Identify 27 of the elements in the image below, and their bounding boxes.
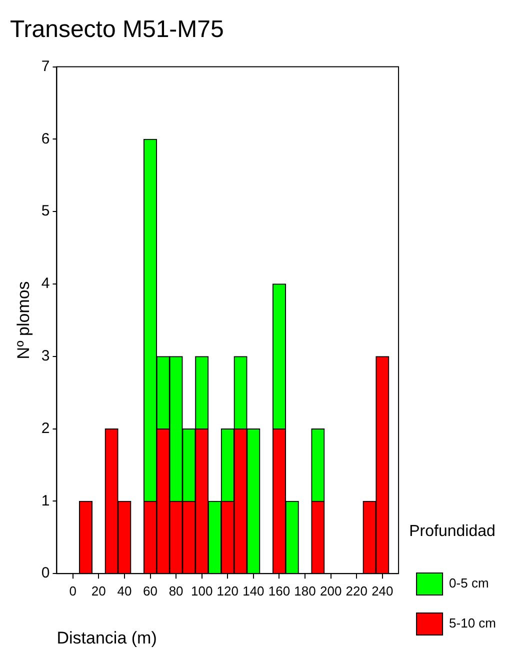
x-tick-label: 200: [320, 584, 342, 599]
x-tick-label: 240: [372, 584, 394, 599]
y-tick-label: 4: [41, 275, 50, 292]
y-tick-label: 3: [41, 348, 50, 365]
y-tick-label: 0: [41, 564, 50, 582]
legend-label: 5-10 cm: [449, 616, 496, 631]
legend-title: Profundidad: [409, 523, 496, 540]
y-tick-label: 1: [41, 492, 50, 510]
x-tick-label: 140: [242, 584, 264, 599]
y-tick-label: 5: [41, 202, 50, 220]
chart-title: Transecto M51-M75: [10, 16, 224, 44]
y-tick-label: 6: [41, 130, 50, 148]
x-tick-label: 40: [117, 584, 132, 599]
x-tick-label: 80: [168, 584, 184, 599]
x-tick-label: 180: [294, 584, 316, 599]
x-tick-label: 120: [216, 584, 238, 599]
y-axis-title: Nº plomos: [14, 281, 33, 360]
x-tick-label: 220: [346, 584, 368, 599]
x-axis-title: Distancia (m): [56, 628, 157, 648]
y-tick-label: 2: [41, 420, 50, 437]
x-tick-label: 160: [268, 584, 290, 599]
x-tick-label: 60: [143, 584, 158, 599]
legend-label: 0-5 cm: [449, 576, 489, 591]
y-tick-label: 7: [41, 58, 50, 75]
x-tick-label: 0: [69, 584, 76, 599]
x-tick-label: 100: [190, 584, 213, 599]
x-tick-label: 20: [91, 584, 106, 599]
